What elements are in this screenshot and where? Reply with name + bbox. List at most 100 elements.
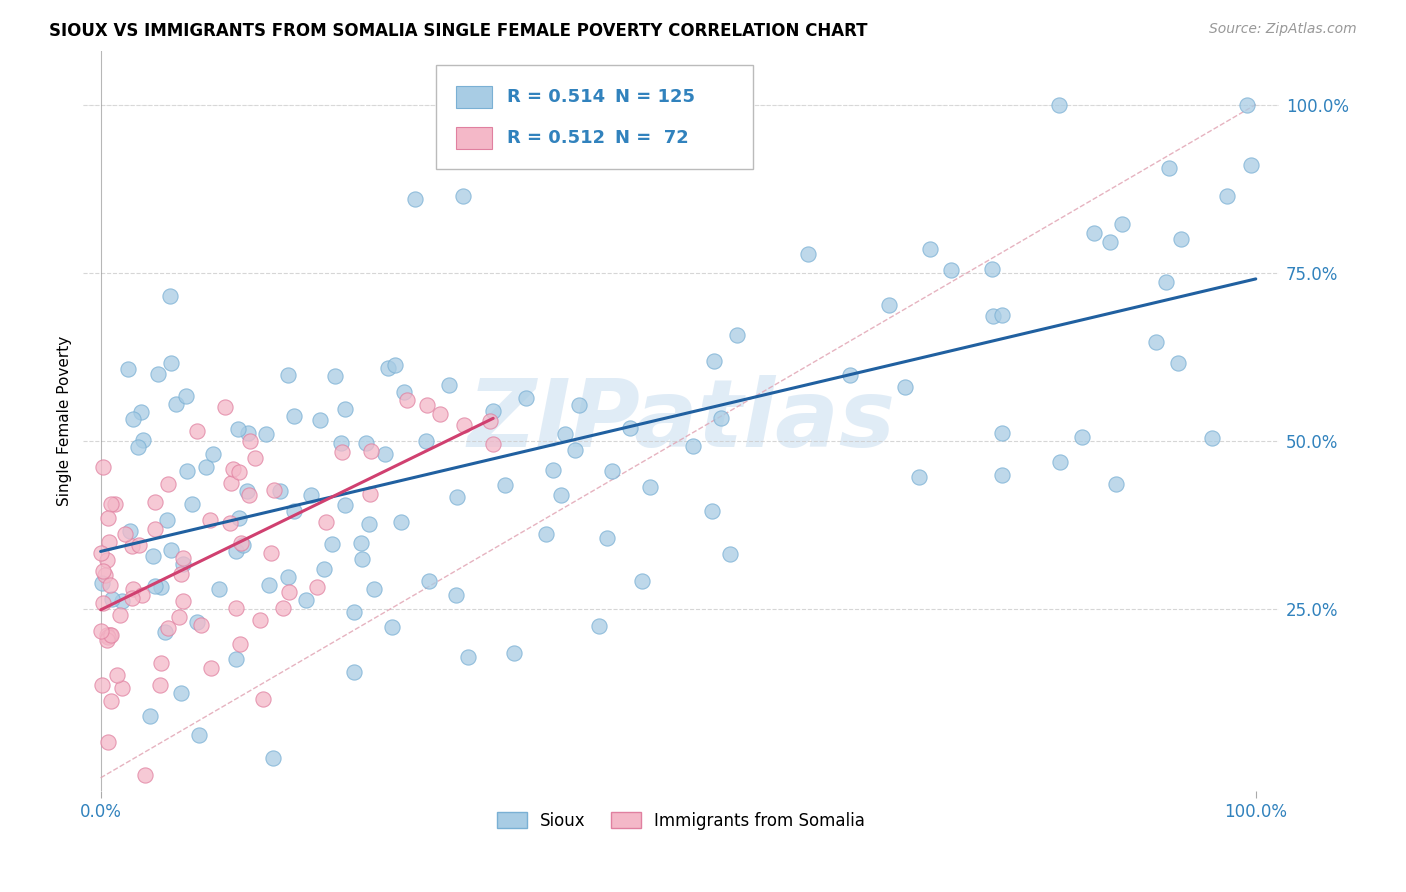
Point [429, 408, 451, 422]
Text: Source: ZipAtlas.com: Source: ZipAtlas.com [1209, 22, 1357, 37]
Point [920, 242, 942, 256]
Point [225, 652, 247, 666]
Point [939, 263, 962, 277]
Point [104, 497, 127, 511]
Point [554, 427, 576, 442]
Point [1111, 217, 1133, 231]
Point [229, 637, 252, 651]
Point [252, 692, 274, 706]
Point [96, 632, 118, 647]
Point [392, 385, 415, 400]
Point [638, 480, 661, 494]
Point [321, 537, 343, 551]
Point [415, 434, 437, 448]
Point [225, 544, 247, 558]
Point [437, 377, 460, 392]
Point [534, 526, 557, 541]
Point [142, 549, 165, 564]
Point [416, 398, 439, 412]
Point [159, 289, 181, 303]
Point [312, 562, 335, 576]
Point [541, 463, 564, 477]
Point [893, 380, 915, 394]
Point [1170, 232, 1192, 246]
Point [396, 393, 419, 408]
Point [105, 668, 128, 682]
Legend: Sioux, Immigrants from Somalia: Sioux, Immigrants from Somalia [491, 805, 872, 837]
Point [389, 516, 412, 530]
Point [1215, 189, 1237, 203]
Point [703, 353, 725, 368]
Point [718, 547, 741, 561]
Point [91, 565, 114, 579]
Point [374, 447, 396, 461]
Point [121, 591, 143, 605]
Point [259, 546, 281, 560]
Point [239, 434, 262, 449]
Point [333, 401, 356, 416]
Point [600, 464, 623, 478]
Point [1167, 357, 1189, 371]
Point [238, 426, 260, 441]
Point [981, 262, 1004, 277]
Point [263, 483, 285, 498]
Point [97, 735, 120, 749]
Point [114, 527, 136, 541]
Point [174, 389, 197, 403]
Point [156, 621, 179, 635]
Point [200, 660, 222, 674]
Point [482, 437, 505, 451]
Point [990, 308, 1012, 322]
Point [1071, 430, 1094, 444]
FancyBboxPatch shape [436, 65, 752, 169]
Point [249, 613, 271, 627]
Point [98, 578, 121, 592]
Point [1099, 235, 1122, 250]
Point [259, 578, 281, 592]
Point [219, 475, 242, 490]
Point [190, 617, 212, 632]
Point [1049, 455, 1071, 469]
Point [981, 310, 1004, 324]
Point [446, 490, 468, 504]
Text: ZIPatlas: ZIPatlas [467, 375, 896, 467]
Point [238, 488, 260, 502]
Point [236, 484, 259, 499]
Point [277, 585, 299, 599]
Point [128, 539, 150, 553]
Point [172, 551, 194, 566]
Point [186, 424, 208, 438]
Point [120, 524, 142, 538]
Point [1105, 476, 1128, 491]
Point [134, 767, 156, 781]
Point [343, 665, 366, 679]
Point [96, 552, 118, 566]
Point [619, 421, 641, 435]
Point [131, 404, 153, 418]
Point [201, 447, 224, 461]
Point [277, 368, 299, 383]
Point [283, 409, 305, 423]
Point [308, 413, 330, 427]
Y-axis label: Single Female Poverty: Single Female Poverty [58, 336, 72, 506]
Point [404, 192, 426, 206]
Point [117, 362, 139, 376]
Point [160, 543, 183, 558]
Point [315, 515, 337, 529]
Point [138, 708, 160, 723]
Point [1240, 158, 1263, 172]
Point [839, 368, 862, 383]
Point [1157, 161, 1180, 176]
Point [444, 588, 467, 602]
Point [262, 751, 284, 765]
Point [596, 531, 619, 545]
Point [725, 328, 748, 343]
Point [111, 593, 134, 607]
Point [243, 450, 266, 465]
Point [188, 728, 211, 742]
Point [307, 580, 329, 594]
Point [176, 464, 198, 478]
Point [108, 608, 131, 623]
Point [269, 483, 291, 498]
Point [323, 368, 346, 383]
